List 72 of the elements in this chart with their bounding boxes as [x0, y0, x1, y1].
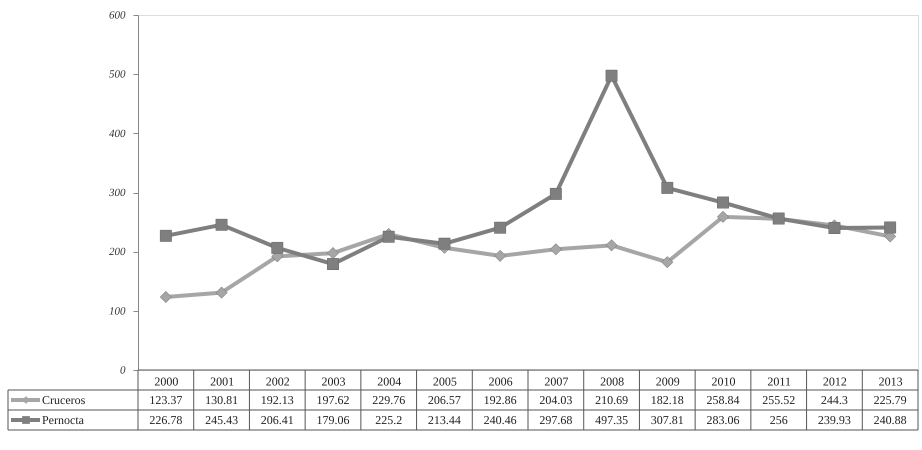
- y-tick-label: 300: [108, 187, 126, 199]
- point: [271, 242, 284, 254]
- x-tick-label: 2007: [544, 374, 568, 388]
- point: [160, 230, 172, 242]
- data-label: 210.69: [595, 393, 628, 407]
- legend-label: Pernocta: [42, 413, 85, 427]
- point: [494, 222, 506, 234]
- y-tick-label: 600: [109, 10, 126, 22]
- data-label: 225.79: [874, 393, 907, 407]
- y-tick-label: 400: [109, 128, 126, 140]
- data-label: 307.81: [650, 413, 684, 427]
- point: [160, 291, 172, 303]
- point: [606, 239, 618, 252]
- data-label: 213.44: [428, 413, 461, 427]
- point: [327, 247, 339, 260]
- data-label: 197.62: [316, 393, 350, 407]
- x-tick-label: 2004: [377, 374, 402, 388]
- point: [216, 218, 228, 231]
- point: [661, 256, 674, 268]
- point: [717, 210, 729, 223]
- data-label: 192.86: [484, 393, 517, 407]
- data-label: 123.37: [149, 393, 182, 407]
- data-label: 226.78: [149, 413, 182, 427]
- x-tick-label: 2013: [878, 374, 903, 388]
- data-label: 240.46: [484, 413, 517, 427]
- x-tick-label: 2005: [432, 374, 457, 388]
- legend-label: Cruceros: [42, 393, 86, 407]
- data-label: 179.06: [316, 413, 350, 427]
- data-label: 192.13: [260, 393, 294, 407]
- data-label: 497.35: [595, 413, 628, 427]
- point: [382, 230, 395, 243]
- y-tick-label: 100: [109, 305, 126, 318]
- x-tick-label: 2003: [322, 374, 346, 388]
- point: [884, 222, 896, 234]
- data-label: 283.06: [706, 413, 740, 427]
- point: [828, 222, 840, 234]
- data-label: 244.3: [820, 393, 848, 407]
- data-label: 297.68: [539, 413, 572, 427]
- data-label: 204.03: [539, 393, 572, 407]
- point: [717, 196, 729, 208]
- data-label: 256: [770, 413, 788, 427]
- data-label: 240.88: [874, 413, 907, 427]
- x-tick-label: 2011: [767, 374, 791, 388]
- data-label: 258.84: [706, 393, 740, 407]
- x-tick-label: 2012: [822, 374, 847, 388]
- point: [327, 258, 339, 270]
- y-tick-label: 200: [109, 246, 126, 258]
- data-label: 206.41: [260, 413, 294, 427]
- x-tick-label: 2010: [712, 374, 736, 388]
- x-tick-label: 2008: [600, 374, 624, 388]
- point: [550, 188, 562, 200]
- data-label: 206.57: [428, 393, 461, 407]
- x-tick-label: 2006: [488, 374, 513, 388]
- x-tick-label: 2001: [210, 374, 234, 388]
- data-label: 130.81: [205, 393, 238, 407]
- data-label: 255.52: [762, 393, 796, 407]
- point: [494, 250, 506, 262]
- y-tick-label: 500: [109, 68, 126, 81]
- x-tick-label: 2002: [266, 374, 290, 388]
- data-label: 239.93: [818, 413, 851, 427]
- point: [438, 238, 450, 250]
- point: [550, 243, 562, 256]
- point: [661, 182, 674, 194]
- data-label: 245.43: [205, 413, 238, 427]
- point: [216, 286, 228, 299]
- data-label: 225.2: [375, 413, 402, 427]
- x-tick-label: 2000: [154, 374, 178, 388]
- data-label: 229.76: [372, 393, 406, 407]
- x-tick-label: 2009: [656, 374, 680, 388]
- data-label: 182.18: [650, 393, 684, 407]
- point: [606, 70, 618, 82]
- y-tick-label: 0: [120, 364, 126, 376]
